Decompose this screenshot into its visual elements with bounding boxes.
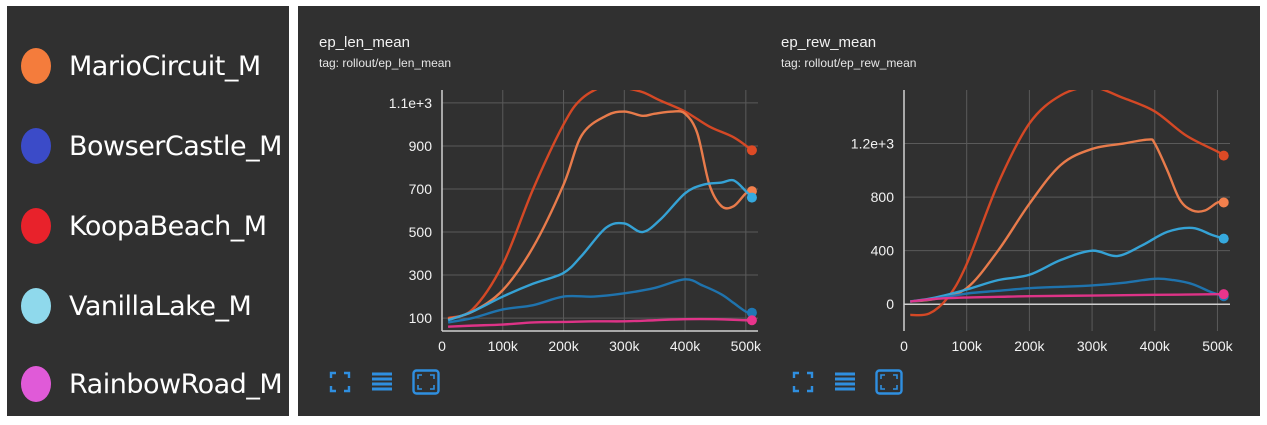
fit-domain-icon[interactable]	[412, 369, 440, 395]
x-tick-label: 100k	[488, 338, 519, 354]
chart-title: ep_rew_mean	[781, 34, 877, 51]
charts-panel: ep_len_mean tag: rollout/ep_len_mean ep_…	[298, 6, 1260, 416]
series-line-VanillaLake_M	[910, 226, 1225, 303]
y-tick-label: 300	[409, 267, 433, 283]
legend-item-rainbowroad[interactable]: RainbowRoad_M	[21, 364, 283, 404]
y-tick-label: 400	[871, 243, 895, 259]
series-end-marker-RainbowRoad_M[interactable]	[746, 315, 757, 326]
y-tick-label: 500	[409, 224, 433, 240]
x-tick-label: 500k	[731, 338, 762, 354]
x-tick-label: 100k	[952, 338, 983, 354]
y-tick-label: 800	[871, 189, 895, 205]
series-line-BowserCastle_M	[910, 277, 1225, 303]
legend-item-koopabeach[interactable]: KoopaBeach_M	[21, 206, 267, 246]
x-tick-label: 400k	[1140, 338, 1171, 354]
series-line-MarioCircuit_M	[910, 138, 1224, 303]
chart-ep-rew-mean[interactable]: 0 100k 200k 300k 400k 500k 0 400 800 1.2e+3	[768, 6, 1258, 366]
y-tick-label: 700	[409, 181, 433, 197]
chart-title: ep_len_mean	[319, 34, 410, 51]
x-tick-label: 400k	[670, 338, 701, 354]
series-line-RainbowRoad_M	[448, 317, 752, 328]
legend-swatch	[21, 208, 51, 244]
series-end-marker-RainbowRoad_M[interactable]	[1218, 289, 1229, 300]
x-tick-label: 200k	[1014, 338, 1045, 354]
x-tick-label: 300k	[609, 338, 640, 354]
y-tick-label: 900	[409, 138, 433, 154]
legend-swatch	[21, 48, 51, 84]
list-icon[interactable]	[833, 370, 857, 394]
y-tick-label: 0	[886, 296, 894, 312]
series-end-marker-VanillaLake_M[interactable]	[746, 192, 757, 203]
x-tick-label: 0	[900, 338, 908, 354]
fit-domain-icon[interactable]	[875, 369, 903, 395]
legend-item-mariocircuit[interactable]: MarioCircuit_M	[21, 46, 261, 86]
chart-subtitle: tag: rollout/ep_len_mean	[319, 56, 452, 70]
x-tick-label: 300k	[1077, 338, 1108, 354]
legend-label: KoopaBeach_M	[69, 210, 267, 242]
series-line-KoopaBeach_M	[447, 90, 753, 320]
x-tick-label: 200k	[548, 338, 579, 354]
y-tick-label: 1.2e+3	[851, 136, 894, 152]
y-tick-label: 1.1e+3	[389, 95, 432, 111]
legend-panel: MarioCircuit_M BowserCastle_M KoopaBeach…	[7, 6, 289, 416]
fullscreen-icon[interactable]	[791, 370, 815, 394]
legend-swatch	[21, 366, 51, 402]
legend-swatch	[21, 128, 51, 164]
x-tick-label: 0	[438, 338, 446, 354]
series-line-VanillaLake_M	[447, 178, 753, 322]
legend-label: RainbowRoad_M	[69, 368, 283, 400]
divider	[292, 4, 295, 418]
legend-swatch	[21, 288, 51, 324]
x-tick-label: 500k	[1202, 338, 1233, 354]
list-icon[interactable]	[370, 370, 394, 394]
series-line-RainbowRoad_M	[910, 292, 1224, 303]
series-end-marker-KoopaBeach_M[interactable]	[1218, 150, 1229, 161]
legend-item-vanillalake[interactable]: VanillaLake_M	[21, 286, 252, 326]
series-end-marker-MarioCircuit_M[interactable]	[1218, 197, 1229, 208]
legend-label: BowserCastle_M	[69, 130, 282, 162]
chart-ep-len-mean[interactable]: 0 100k 200k 300k 400k 500k 100 300 500 700 900 1.1e…	[298, 6, 768, 366]
fullscreen-icon[interactable]	[328, 370, 352, 394]
series-end-marker-BowserCastle_M[interactable]	[746, 307, 757, 318]
series-end-marker-KoopaBeach_M[interactable]	[746, 145, 757, 156]
legend-label: MarioCircuit_M	[69, 50, 261, 82]
legend-item-bowsercastle[interactable]: BowserCastle_M	[21, 126, 282, 166]
series-line-BowserCastle_M	[447, 278, 753, 324]
chart-subtitle: tag: rollout/ep_rew_mean	[781, 56, 917, 70]
series-line-MarioCircuit_M	[447, 110, 753, 321]
series-end-marker-VanillaLake_M[interactable]	[1218, 233, 1229, 244]
legend-label: VanillaLake_M	[69, 290, 252, 322]
y-tick-label: 100	[409, 310, 433, 326]
